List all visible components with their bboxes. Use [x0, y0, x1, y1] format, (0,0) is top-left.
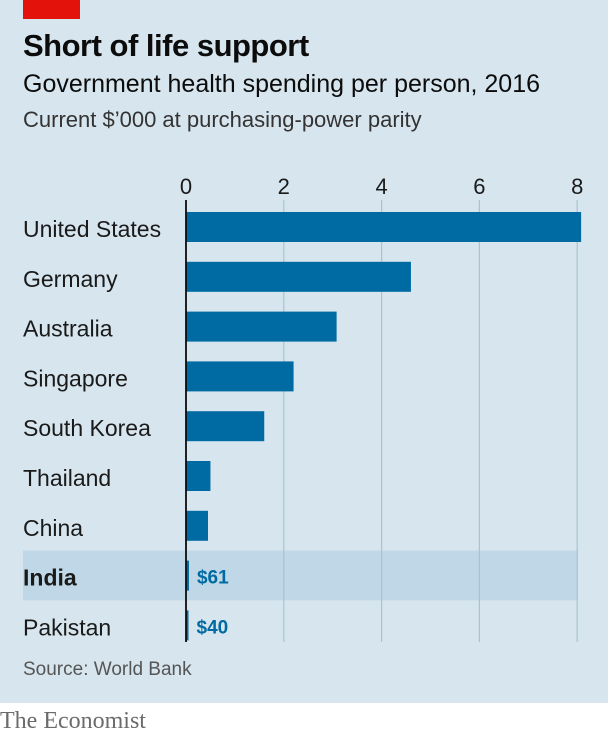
- x-tick-label: 8: [571, 174, 583, 199]
- x-tick-label: 2: [278, 174, 290, 199]
- category-label: Pakistan: [23, 614, 111, 640]
- x-tick-label: 0: [180, 174, 192, 199]
- chart-subtitle: Government health spending per person, 2…: [23, 70, 541, 98]
- chart-title: Short of life support: [23, 28, 309, 63]
- category-label: United States: [23, 216, 161, 242]
- bar-united-states: [186, 212, 582, 242]
- publisher-logo: The Economist: [0, 708, 146, 734]
- source-note: Source: World Bank: [23, 659, 192, 680]
- bar-china: [186, 510, 209, 541]
- x-tick-label: 6: [473, 174, 485, 199]
- bar-pakistan: [186, 610, 189, 641]
- category-label: India: [23, 565, 77, 591]
- category-label: China: [23, 515, 83, 541]
- bar-south-korea: [186, 411, 265, 442]
- data-label: $61: [197, 568, 229, 589]
- bar-germany: [186, 261, 411, 292]
- brand-red-tag: [23, 0, 80, 19]
- bar-singapore: [186, 361, 294, 392]
- bar-chart: 0 2 4 6 8 United States Germany Australia Singap…: [23, 174, 583, 642]
- category-label: Singapore: [23, 365, 128, 391]
- category-label: Thailand: [23, 465, 111, 491]
- category-label: South Korea: [23, 415, 151, 441]
- bar-india: [186, 560, 189, 591]
- highlight-row-india: [23, 550, 578, 601]
- bar-thailand: [186, 461, 211, 491]
- data-label: $40: [197, 617, 229, 638]
- bar-australia: [186, 311, 337, 342]
- category-label: Germany: [23, 266, 118, 292]
- x-tick-label: 4: [375, 174, 387, 199]
- category-label: Australia: [23, 316, 113, 342]
- chart-unit-note: Current $’000 at purchasing-power parity: [23, 107, 422, 132]
